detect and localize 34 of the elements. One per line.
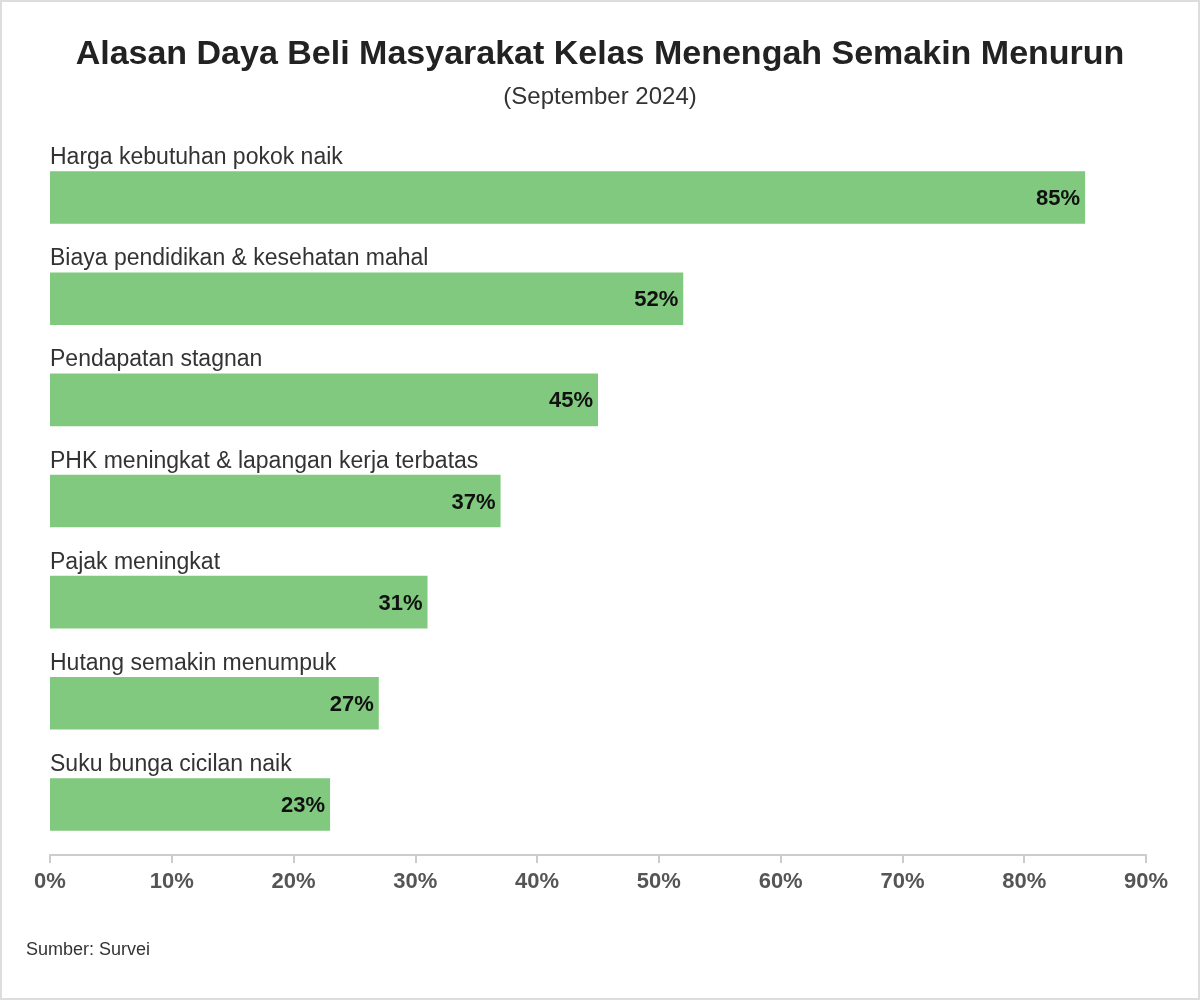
x-tick-label: 70% bbox=[880, 867, 925, 893]
y-tick-label: Hutang semakin menumpuk bbox=[50, 648, 337, 675]
x-tick-label: 40% bbox=[515, 867, 560, 893]
bar bbox=[50, 575, 428, 629]
data-label: 37% bbox=[451, 488, 496, 514]
x-tick-label: 0% bbox=[34, 867, 66, 893]
chart-subtitle: (September 2024) bbox=[503, 81, 697, 109]
bar bbox=[50, 272, 684, 326]
bar bbox=[50, 778, 331, 831]
data-label: 45% bbox=[548, 387, 593, 413]
data-label: 27% bbox=[329, 690, 374, 716]
chart-title: Alasan Daya Beli Masyarakat Kelas Menengah Semakin Menurun bbox=[75, 33, 1125, 71]
y-tick-label: Pajak meningkat bbox=[50, 547, 221, 574]
x-tick-label: 90% bbox=[1123, 867, 1169, 893]
x-tick-label: 80% bbox=[1002, 867, 1047, 893]
bar bbox=[50, 676, 379, 730]
bar bbox=[50, 171, 1086, 224]
x-tick-label: 10% bbox=[149, 867, 194, 893]
text: Sumber: Survei bbox=[26, 939, 151, 959]
x-tick-label: 30% bbox=[393, 867, 438, 893]
y-tick-label: PHK meningkat & lapangan kerja terbatas bbox=[50, 446, 479, 473]
y-tick-label: Harga kebutuhan pokok naik bbox=[50, 143, 344, 170]
x-tick-label: 60% bbox=[758, 867, 803, 893]
data-label: 23% bbox=[281, 791, 326, 817]
x-tick-label: 50% bbox=[636, 867, 681, 893]
y-tick-label: Suku bunga cicilan naik bbox=[50, 749, 293, 776]
y-tick-label: Biaya pendidikan & kesehatan mahal bbox=[50, 244, 429, 271]
bar bbox=[50, 474, 501, 528]
data-label: 52% bbox=[634, 286, 679, 312]
x-tick-label: 20% bbox=[271, 867, 316, 893]
data-label: 85% bbox=[1036, 185, 1081, 211]
bar bbox=[50, 373, 598, 427]
data-label: 31% bbox=[378, 589, 423, 615]
y-tick-label: Pendapatan stagnan bbox=[50, 345, 263, 372]
